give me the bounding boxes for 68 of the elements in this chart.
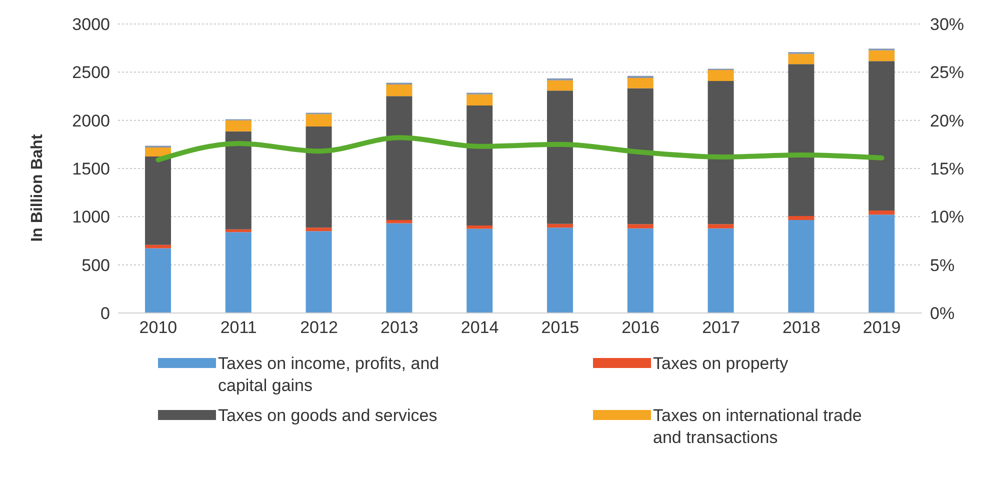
bar: [627, 88, 654, 224]
bar: [868, 61, 895, 210]
bar: [306, 126, 332, 228]
x-tick-label: 2017: [702, 318, 740, 338]
bar: [868, 214, 895, 313]
bar: [225, 232, 252, 313]
y-tick-label: 3000: [72, 15, 110, 34]
y-tick-label: 2500: [72, 63, 110, 82]
bar: [788, 220, 814, 313]
x-tick-label: 2015: [541, 318, 580, 338]
bar: [225, 131, 252, 230]
bar: [868, 50, 895, 62]
y-tick-label: 0: [100, 304, 110, 324]
bar: [708, 228, 734, 313]
bar: [788, 54, 814, 64]
bar: [547, 90, 573, 224]
x-tick-label: 2018: [782, 318, 820, 338]
x-tick-label: 2016: [622, 318, 660, 338]
bar: [386, 223, 412, 313]
bar: [708, 81, 734, 224]
x-tick-label: 2019: [862, 318, 901, 338]
bar: [627, 228, 654, 313]
bar: [306, 228, 332, 232]
y2-tick-label: 30%: [930, 15, 964, 34]
bar: [788, 64, 814, 216]
y-axis-title: In Billion Baht: [29, 134, 47, 242]
bar: [145, 156, 171, 245]
bar: [306, 114, 332, 126]
bar: [547, 224, 573, 228]
bar: [145, 244, 171, 248]
y2-tick-label: 0%: [930, 304, 955, 324]
y2-tick-label: 5%: [930, 256, 955, 275]
bar: [386, 220, 412, 224]
bar: [708, 70, 734, 82]
bar: [627, 78, 654, 88]
y-tick-label: 500: [82, 256, 110, 275]
y2-tick-label: 15%: [930, 160, 964, 179]
x-tick-label: 2011: [220, 318, 257, 338]
x-tick-label: 2013: [380, 318, 418, 338]
y2-tick-label: 25%: [930, 63, 964, 82]
bar: [225, 120, 252, 132]
bar: [547, 80, 573, 91]
bar: [386, 96, 412, 220]
bar: [466, 94, 493, 106]
bar: [386, 84, 412, 96]
bar: [466, 228, 493, 313]
bar: [306, 231, 332, 313]
bar: [788, 216, 814, 220]
y-tick-label: 2000: [72, 111, 110, 130]
bar: [145, 248, 171, 313]
x-tick-label: 2010: [139, 318, 178, 338]
y-tick-label: 1000: [72, 208, 110, 227]
bar: [466, 226, 493, 229]
y-tick-label: 1500: [72, 160, 110, 179]
legend-label: Taxes on income, profits, and capital gains: [217, 353, 440, 397]
bar: [627, 224, 654, 228]
bar: [708, 224, 734, 228]
bar: [547, 228, 573, 313]
bar: [145, 148, 171, 156]
x-tick-label: 2012: [300, 318, 338, 338]
x-tick-label: 2014: [460, 318, 499, 338]
bar: [868, 210, 895, 215]
legend-label: Taxes on international trade and transactions: [652, 405, 863, 449]
legend-label: Taxes on property: [652, 353, 790, 375]
y2-tick-label: 10%: [930, 208, 964, 227]
legend-label: Taxes on goods and services: [217, 405, 438, 427]
y2-tick-label: 20%: [930, 111, 964, 130]
bar: [466, 106, 493, 226]
